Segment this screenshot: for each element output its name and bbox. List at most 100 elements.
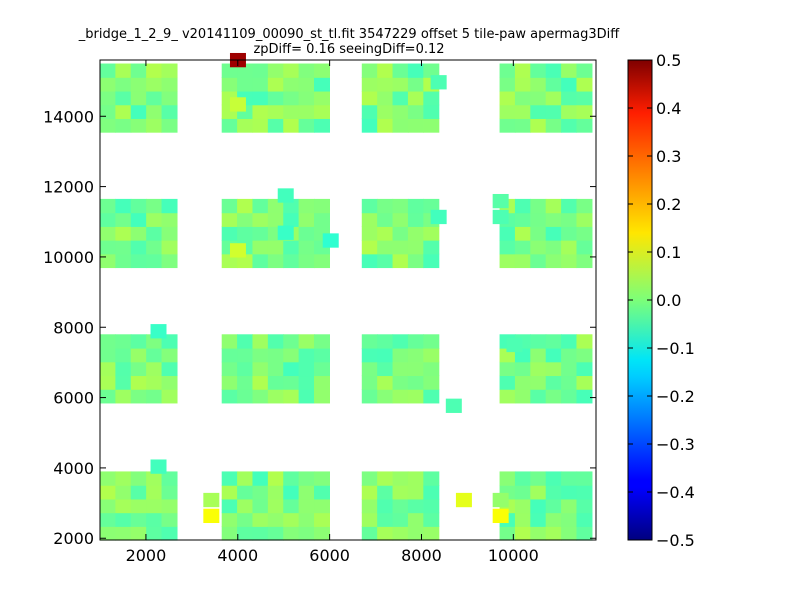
heatmap-cell xyxy=(561,334,578,349)
heatmap-cell xyxy=(221,118,238,133)
heatmap-cell xyxy=(283,77,300,92)
heatmap-cell xyxy=(392,361,409,377)
heatmap-cell xyxy=(545,485,562,500)
heatmap-cell xyxy=(252,375,269,390)
heatmap-cell xyxy=(407,485,424,500)
heatmap-cell xyxy=(430,209,447,225)
heatmap-cell xyxy=(377,348,394,363)
heatmap-cell xyxy=(314,471,330,486)
heatmap-cell xyxy=(237,498,254,514)
heatmap-cell xyxy=(283,348,300,363)
heatmap-cell xyxy=(237,198,254,214)
heatmap-cell xyxy=(392,198,409,214)
heatmap-cell xyxy=(100,348,116,363)
heatmap-cell xyxy=(514,90,531,106)
heatmap-cell xyxy=(392,90,409,106)
heatmap-cell xyxy=(561,498,578,514)
heatmap-cell xyxy=(314,498,330,514)
heatmap-cell xyxy=(361,526,378,541)
heatmap-cell xyxy=(221,389,238,404)
heatmap-cell xyxy=(576,334,593,349)
colorbar-tick-label: −0.5 xyxy=(656,531,695,550)
heatmap-cell xyxy=(423,334,440,349)
heatmap-cell xyxy=(576,498,593,514)
colorbar-tick-label: 0.2 xyxy=(656,195,681,214)
heatmap-cell xyxy=(146,389,163,404)
heatmap-cell xyxy=(499,240,516,255)
heatmap-cell xyxy=(514,198,531,214)
heatmap-cell xyxy=(492,492,509,508)
heatmap-cell xyxy=(514,526,531,541)
heatmap-cell xyxy=(130,104,147,119)
heatmap-cell xyxy=(237,389,254,404)
heatmap-cell xyxy=(530,348,547,363)
heatmap-cell xyxy=(115,198,132,214)
heatmap-cell xyxy=(252,498,269,514)
heatmap-cell xyxy=(377,512,394,527)
heatmap-cell xyxy=(146,361,163,377)
heatmap-cell xyxy=(283,118,300,133)
heatmap-cell xyxy=(423,240,440,255)
heatmap-cell xyxy=(392,512,409,527)
heatmap-cell xyxy=(514,485,531,500)
heatmap-cell xyxy=(499,471,516,486)
heatmap-cell xyxy=(267,63,284,78)
heatmap-cell xyxy=(576,361,593,377)
heatmap-cell xyxy=(407,118,424,133)
heatmap-cell xyxy=(530,90,547,106)
heatmap-cell xyxy=(267,253,284,269)
heatmap-cell xyxy=(514,77,531,92)
heatmap-cell xyxy=(314,77,330,92)
heatmap-cell xyxy=(161,253,178,269)
heatmap-cell xyxy=(100,253,116,269)
heatmap-cell xyxy=(407,348,424,363)
heatmap-cell xyxy=(237,118,254,133)
heatmap-cell xyxy=(423,512,440,527)
chart-title: _bridge_1_2_9_ v20141109_00090_st_tl.fit… xyxy=(78,27,620,42)
heatmap-cell xyxy=(377,226,394,241)
heatmap-cell xyxy=(237,348,254,363)
heatmap-cell xyxy=(146,77,163,92)
heatmap-cell xyxy=(576,240,593,255)
heatmap-cell xyxy=(492,508,509,524)
heatmap-cell xyxy=(377,334,394,349)
heatmap-cell xyxy=(314,212,330,227)
heatmap-cell xyxy=(561,471,578,486)
heatmap-cell xyxy=(514,375,531,390)
heatmap-cell xyxy=(561,512,578,527)
heatmap-cell xyxy=(130,77,147,92)
heatmap-cell xyxy=(146,90,163,106)
heatmap-cell xyxy=(361,512,378,527)
heatmap-cell xyxy=(252,512,269,527)
heatmap-cell xyxy=(423,226,440,241)
heatmap-cell xyxy=(130,498,147,514)
heatmap-cell xyxy=(377,198,394,214)
heatmap-cell xyxy=(298,526,315,541)
heatmap-cell xyxy=(377,361,394,377)
heatmap-cell xyxy=(252,198,269,214)
heatmap-cell xyxy=(283,253,300,269)
heatmap-cell xyxy=(377,471,394,486)
heatmap-cell xyxy=(298,375,315,390)
heatmap-cell xyxy=(499,526,516,541)
heatmap-cell xyxy=(267,512,284,527)
heatmap-cell xyxy=(115,240,132,255)
heatmap-cell xyxy=(115,104,132,119)
heatmap-cell xyxy=(314,485,330,500)
heatmap-cell xyxy=(407,471,424,486)
heatmap-cell xyxy=(545,90,562,106)
heatmap-cell xyxy=(229,97,246,112)
heatmap-cell xyxy=(361,90,378,106)
heatmap-cell xyxy=(530,77,547,92)
heatmap-cell xyxy=(252,77,269,92)
heatmap-cell xyxy=(115,485,132,500)
heatmap-cell xyxy=(314,104,330,119)
heatmap-cell xyxy=(361,63,378,78)
heatmap-cell xyxy=(298,90,315,106)
heatmap-cell xyxy=(314,198,330,214)
heatmap-cell xyxy=(130,512,147,527)
heatmap-cell xyxy=(277,225,294,240)
heatmap-cell xyxy=(423,485,440,500)
heatmap-cell xyxy=(361,240,378,255)
heatmap-cell xyxy=(423,348,440,363)
